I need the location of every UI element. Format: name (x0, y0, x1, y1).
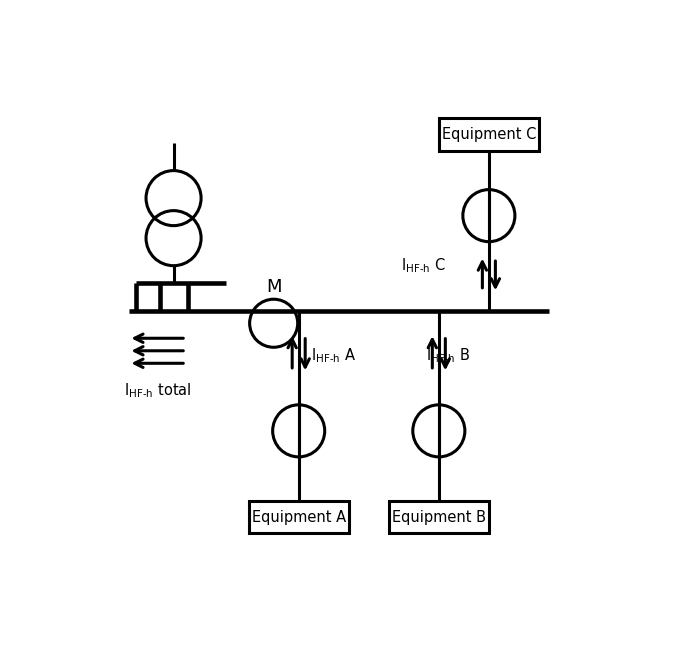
Bar (389, 501, 489, 534)
Text: Equipment A: Equipment A (251, 510, 346, 525)
Text: I$_{\sf HF\text{-}h}$ B: I$_{\sf HF\text{-}h}$ B (426, 346, 470, 365)
Bar (248, 501, 349, 534)
Text: I$_{\sf HF\text{-}h}$ C: I$_{\sf HF\text{-}h}$ C (401, 256, 446, 275)
Text: I$_{\sf HF\text{-}h}$ A: I$_{\sf HF\text{-}h}$ A (312, 346, 356, 365)
Text: I$_{\sf HF\text{-}h}$ total: I$_{\sf HF\text{-}h}$ total (123, 382, 191, 400)
Text: M: M (266, 278, 281, 296)
Text: Equipment C: Equipment C (442, 127, 536, 142)
Bar (439, 118, 539, 151)
Text: Equipment B: Equipment B (392, 510, 486, 525)
